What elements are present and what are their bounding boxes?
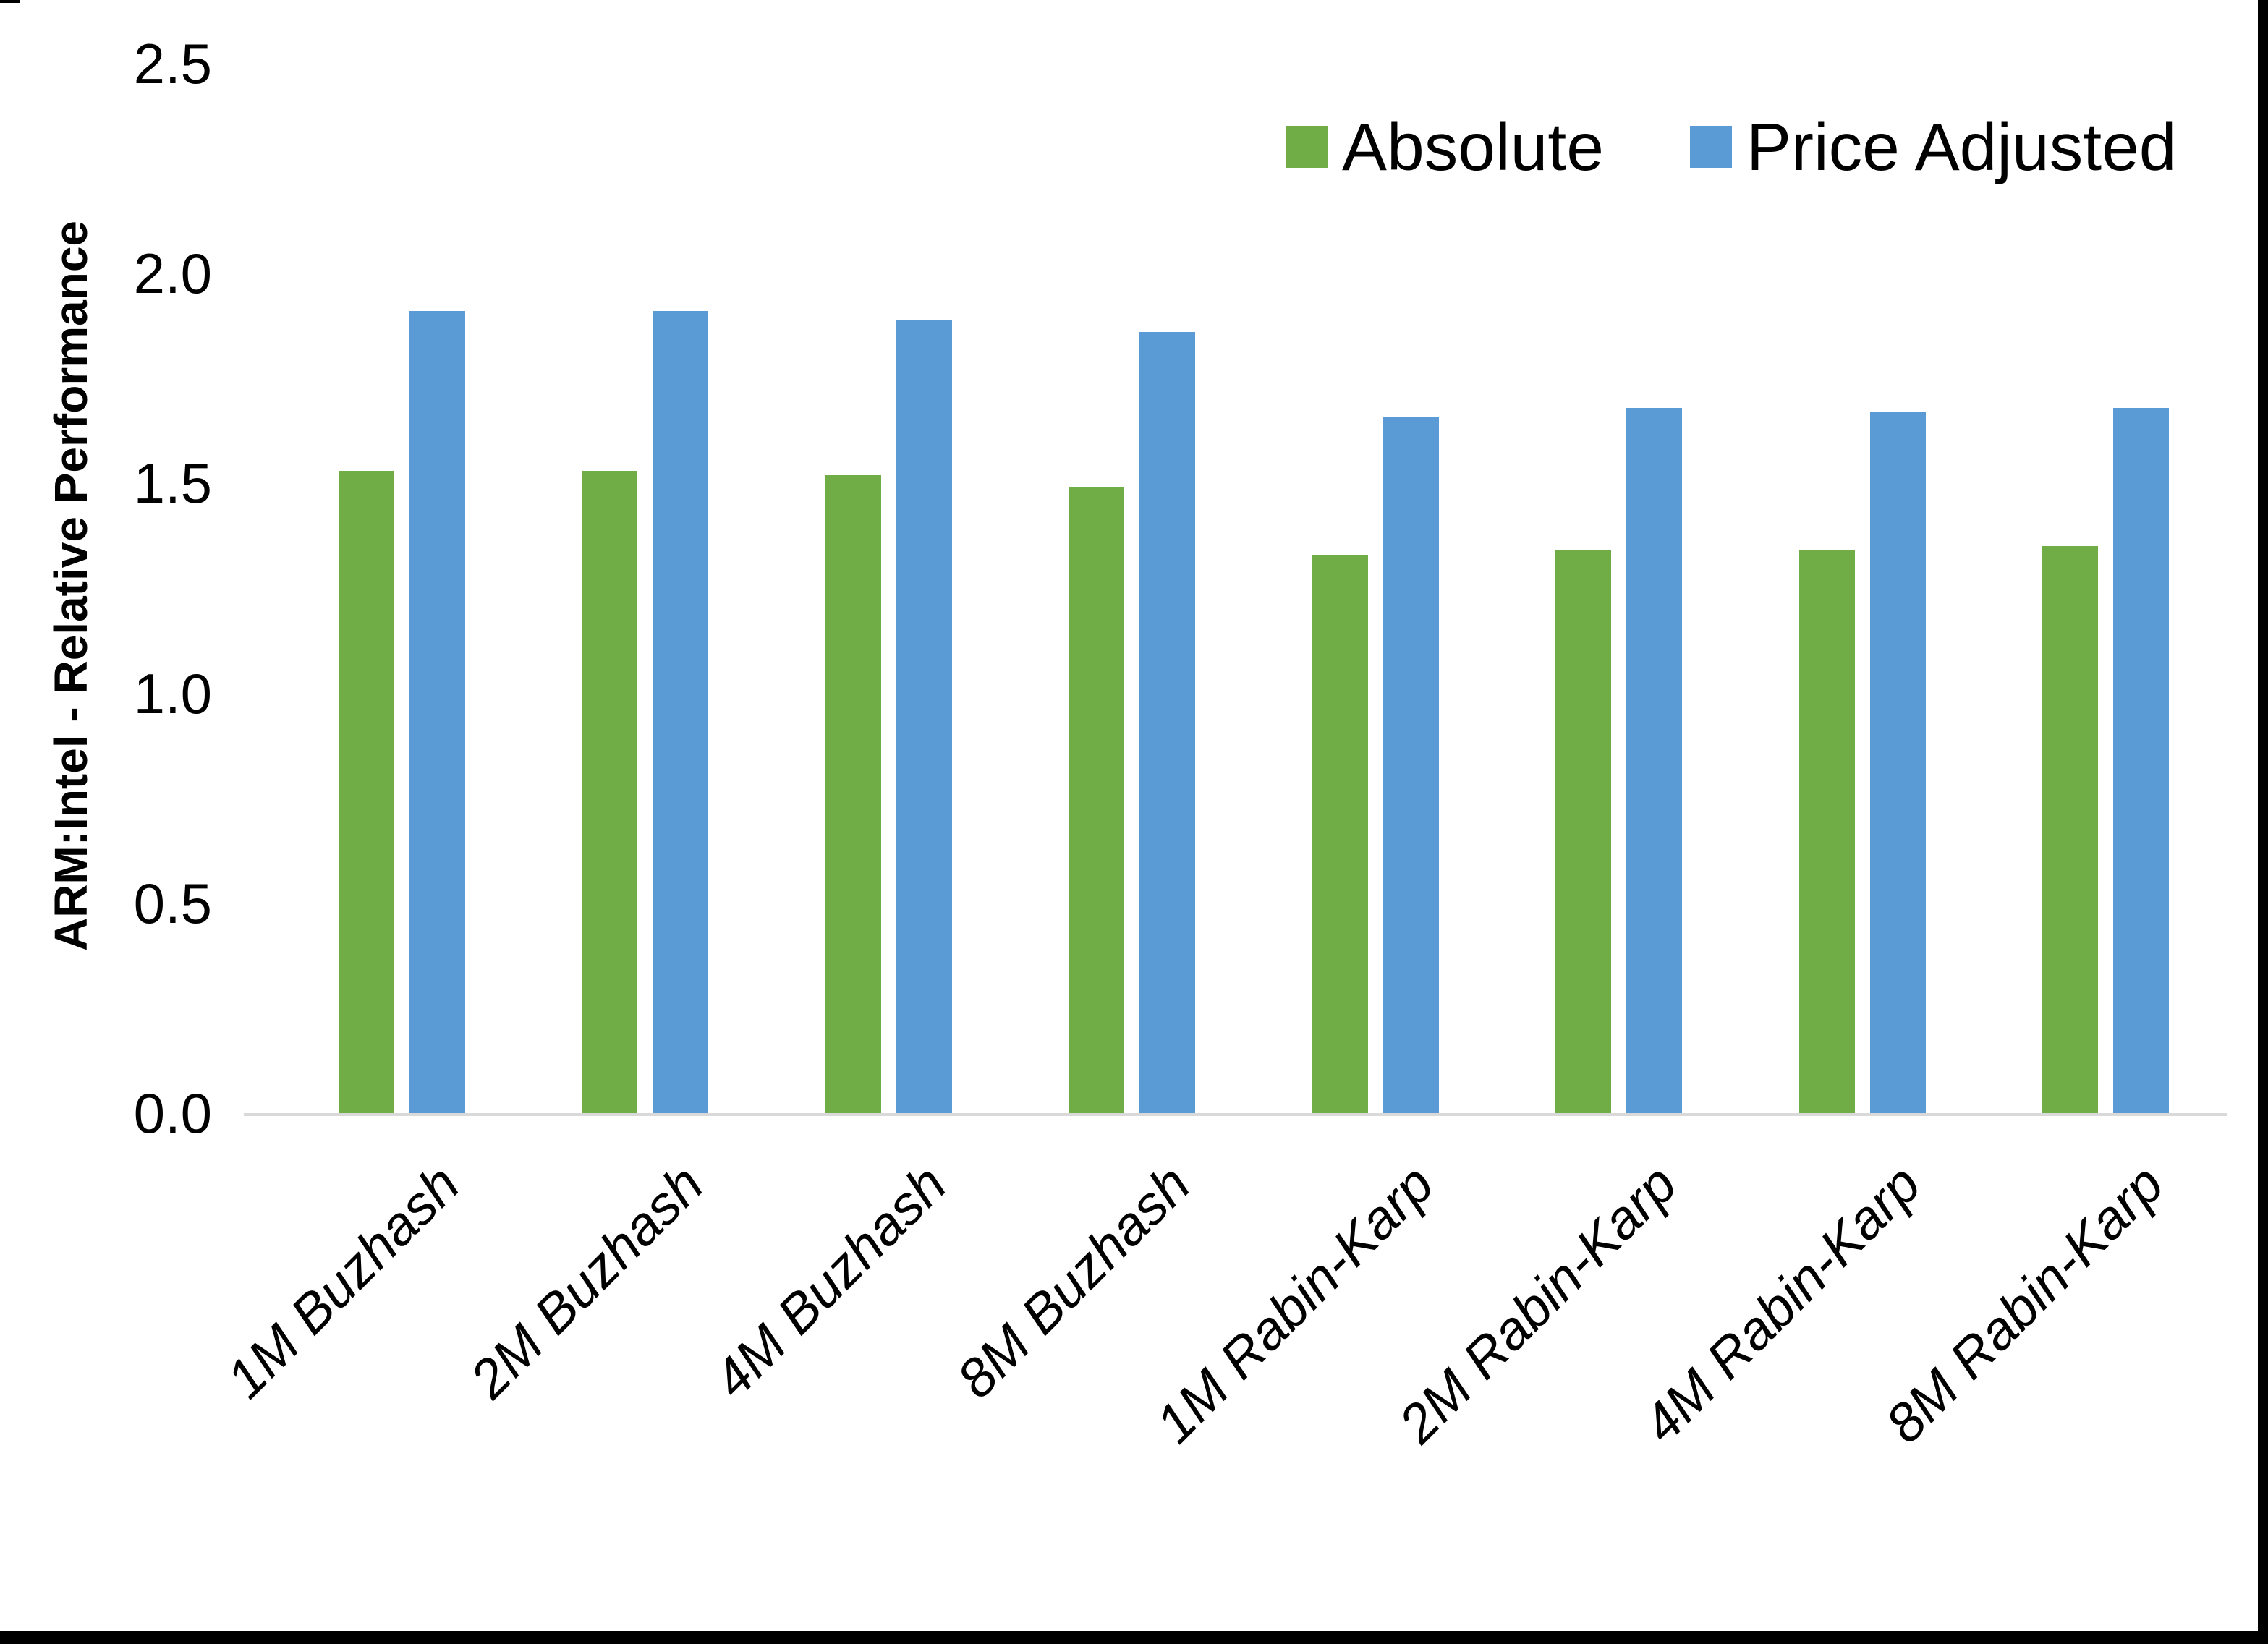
y-axis-title: ARM:Intel - Relative Performance <box>45 220 97 952</box>
bar-absolute-1m-rabin-karp <box>1312 555 1368 1113</box>
bar-absolute-2m-rabin-karp <box>1555 550 1612 1113</box>
x-category-label-2m-buzhash: 2M Buzhash <box>458 1153 715 1410</box>
plot-area <box>244 64 2227 1116</box>
bar-absolute-4m-buzhash <box>825 474 881 1113</box>
top-left-edge-artifact <box>0 0 20 3</box>
bar-price-adjusted-8m-buzhash <box>1139 332 1196 1113</box>
bar-absolute-4m-rabin-karp <box>1798 550 1855 1113</box>
bar-price-adjusted-1m-rabin-karp <box>1383 416 1439 1113</box>
bar-price-adjusted-2m-buzhash <box>653 311 709 1113</box>
y-tick-label-0.0: 0.0 <box>133 1081 212 1145</box>
bar-price-adjusted-8m-rabin-karp <box>2113 407 2170 1113</box>
bar-price-adjusted-4m-buzhash <box>896 320 952 1113</box>
legend-label-absolute: Absolute <box>1342 108 1604 184</box>
y-tick-label-2.0: 2.0 <box>133 242 212 306</box>
x-category-label-4m-buzhash: 4M Buzhash <box>701 1153 959 1410</box>
legend-label-price-adjusted: Price Adjusted <box>1746 108 2177 184</box>
y-tick-label-1.5: 1.5 <box>133 451 212 516</box>
bar-absolute-8m-rabin-karp <box>2042 546 2099 1113</box>
y-tick-label-2.5: 2.5 <box>133 32 212 95</box>
bar-price-adjusted-2m-rabin-karp <box>1626 407 1683 1113</box>
right-border <box>2258 0 2268 1644</box>
bar-absolute-1m-buzhash <box>338 471 394 1113</box>
x-category-label-1m-buzhash: 1M Buzhash <box>214 1153 472 1410</box>
legend-item-absolute: Absolute <box>1286 103 1604 190</box>
x-axis-line <box>244 1113 2227 1116</box>
bar-price-adjusted-4m-rabin-karp <box>1869 412 1926 1113</box>
legend-item-price-adjusted: Price Adjusted <box>1690 103 2177 190</box>
bar-absolute-2m-buzhash <box>582 471 638 1113</box>
legend-swatch-absolute <box>1286 126 1328 168</box>
bar-absolute-8m-buzhash <box>1069 487 1125 1113</box>
y-tick-label-1.0: 1.0 <box>133 661 212 725</box>
legend-swatch-price-adjusted <box>1690 126 1732 168</box>
x-category-label-8m-buzhash: 8M Buzhash <box>945 1153 1202 1410</box>
bar-price-adjusted-1m-buzhash <box>409 311 465 1113</box>
y-tick-label-0.5: 0.5 <box>133 871 212 935</box>
bottom-border <box>0 1631 2268 1644</box>
